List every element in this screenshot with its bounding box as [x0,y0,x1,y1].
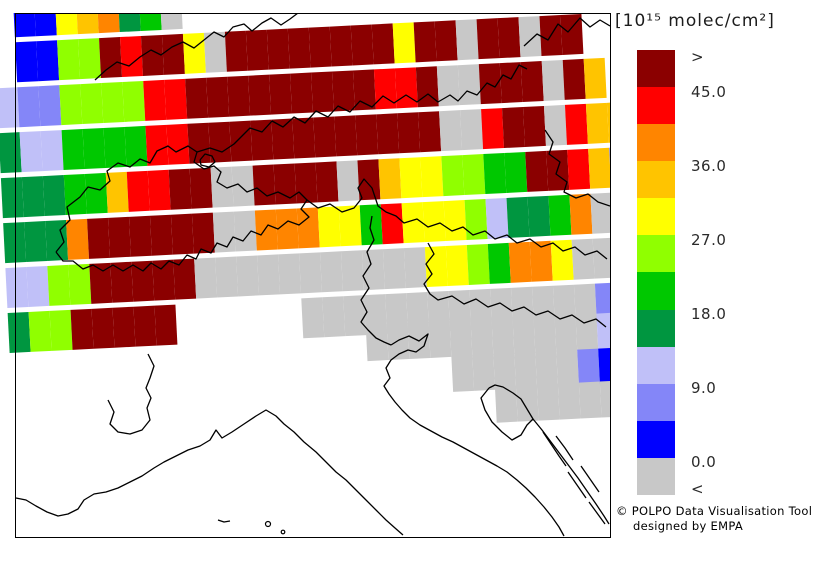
map-area [0,13,610,537]
switzerland-outline [55,145,310,272]
adriatic-coast [383,333,565,537]
island-dot-2 [280,529,286,535]
italy-north-border [306,178,608,260]
legend-tick-: < [691,480,705,498]
country-borders-layer [15,13,610,537]
legend-color-box-9 [637,383,675,421]
legend-tick-: > [691,48,705,66]
legend-tick-90: 9.0 [691,379,717,397]
legend-tick-180: 18.0 [691,305,727,323]
legend-colorbar [637,50,675,495]
island-cres [542,431,567,467]
legend-color-box-11 [637,457,675,495]
croatia-coast [532,418,610,525]
legend-tick-00: 0.0 [691,453,717,471]
austria-north-border [196,64,528,153]
legend-color-box-2 [637,124,675,162]
legend-tick-360: 36.0 [691,157,727,175]
slovenia-croatia-border [423,242,607,328]
island-krk [555,435,574,461]
czech-border [523,17,610,47]
legend-color-box-3 [637,161,675,199]
lake-constance [199,153,216,168]
credit-text: © POLPO Data Visualisation Tool designed… [616,504,812,534]
legend-color-box-5 [637,235,675,273]
credit-line-1: © POLPO Data Visualisation Tool [616,504,813,518]
italy-slovenia-border [360,215,392,346]
rhine-german-border [94,13,299,81]
island-rab [567,471,587,499]
legend-tick-270: 27.0 [691,231,727,249]
legend-color-box-7 [637,309,675,347]
legend-color-box-4 [637,198,675,236]
legend-color-box-6 [637,272,675,310]
legend-color-box-0 [637,50,675,88]
legend-units-title: [10¹⁵ molec/cm²] [615,11,775,31]
credit-line-2: designed by EMPA [633,519,743,533]
france-italy-border [107,353,155,435]
legend-color-box-1 [637,87,675,125]
island-dugi [588,501,606,525]
island-pag [580,465,600,493]
legend-tick-450: 45.0 [691,83,727,101]
czech-austria-east-border [544,129,610,207]
coast-islet-marks [217,519,231,523]
liguria-provence-coast [15,409,404,536]
legend-color-box-10 [637,420,675,458]
island-dot-1 [264,520,272,528]
istria-peninsula [480,384,534,441]
legend-color-box-8 [637,346,675,384]
